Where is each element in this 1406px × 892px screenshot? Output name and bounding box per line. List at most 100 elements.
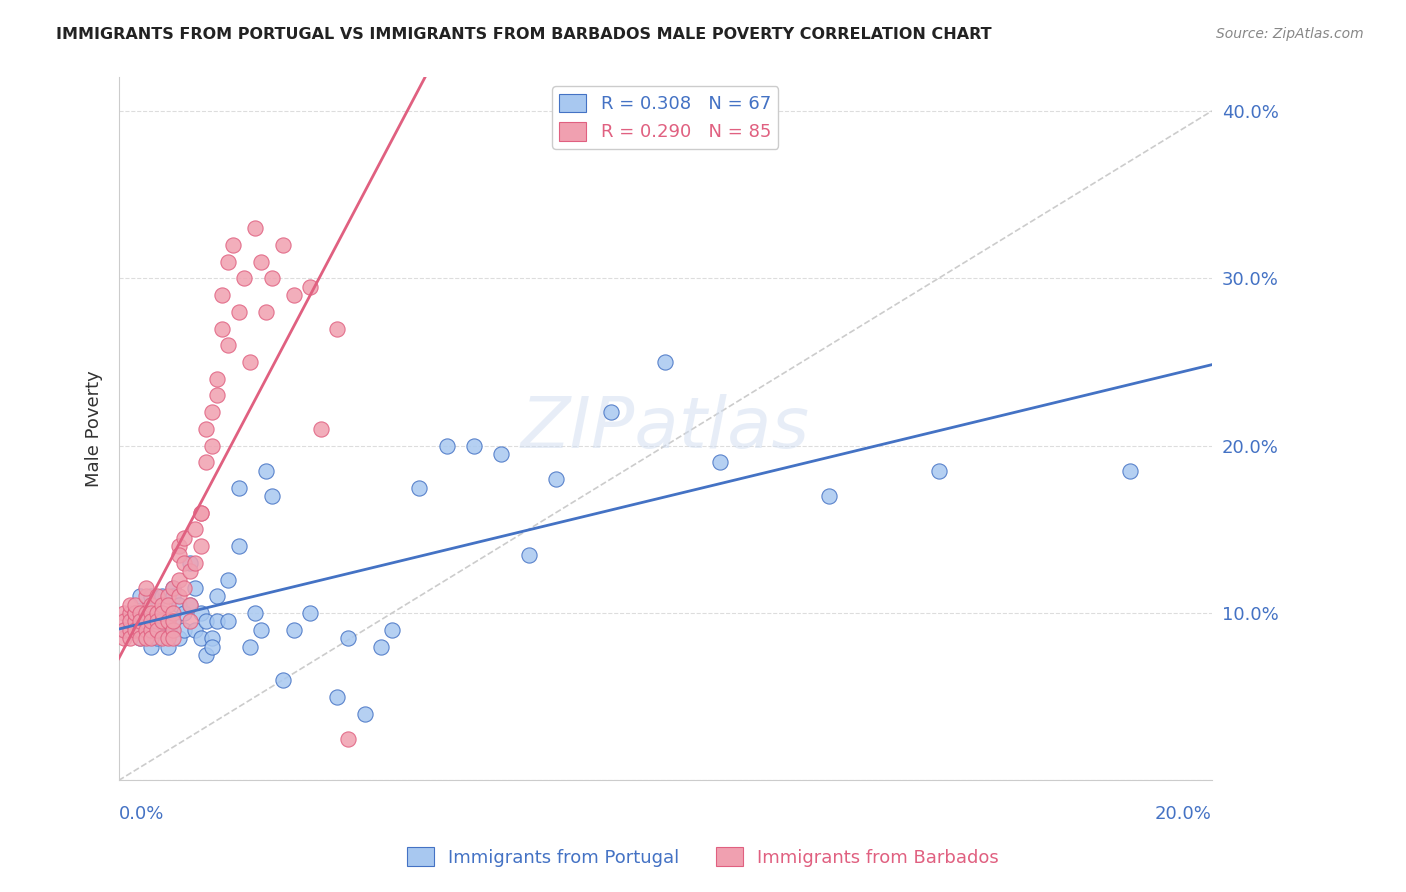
Point (162, 581, 184, 595)
Point (283, 288, 305, 302)
Point (129, 606, 152, 620)
Point (135, 606, 157, 620)
Point (124, 615, 146, 629)
Point (129, 631, 152, 645)
Point (146, 631, 169, 645)
Point (928, 464, 950, 478)
Point (179, 598, 201, 612)
Point (167, 631, 190, 645)
Point (254, 305, 277, 319)
Point (129, 615, 152, 629)
Point (141, 598, 163, 612)
Point (162, 623, 184, 637)
Point (156, 615, 179, 629)
Point (211, 288, 233, 302)
Point (150, 606, 173, 620)
Point (436, 439, 458, 453)
Point (146, 615, 169, 629)
Point (179, 598, 201, 612)
Point (370, 640, 392, 654)
Point (228, 305, 250, 319)
Point (156, 640, 179, 654)
Point (162, 581, 184, 595)
Point (222, 237, 245, 252)
Point (135, 623, 157, 637)
Point (124, 598, 146, 612)
Point (195, 422, 218, 436)
Point (195, 455, 218, 469)
Point (124, 606, 146, 620)
Point (190, 506, 212, 520)
Point (228, 539, 250, 553)
Point (141, 606, 163, 620)
Point (205, 615, 228, 629)
Point (135, 623, 157, 637)
Point (112, 606, 135, 620)
Point (156, 590, 179, 604)
Point (141, 640, 163, 654)
Point (184, 623, 207, 637)
Point (135, 606, 157, 620)
Point (162, 631, 184, 645)
Point (217, 254, 239, 268)
Point (173, 581, 195, 595)
Point (141, 590, 163, 604)
Point (599, 405, 621, 419)
Point (118, 598, 141, 612)
Point (184, 522, 207, 536)
Point (211, 321, 233, 335)
Point (233, 271, 256, 285)
Point (249, 254, 271, 268)
Point (173, 606, 195, 620)
Point (254, 464, 277, 478)
Point (162, 615, 184, 629)
Point (162, 623, 184, 637)
Point (205, 372, 228, 386)
Point (146, 623, 169, 637)
Point (156, 631, 179, 645)
Point (249, 623, 271, 637)
Point (190, 506, 212, 520)
Point (141, 615, 163, 629)
Point (408, 481, 430, 495)
Point (190, 606, 212, 620)
Point (337, 731, 360, 746)
Point (184, 556, 207, 570)
Point (150, 590, 173, 604)
Point (135, 631, 157, 645)
Point (217, 338, 239, 352)
Text: IMMIGRANTS FROM PORTUGAL VS IMMIGRANTS FROM BARBADOS MALE POVERTY CORRELATION CH: IMMIGRANTS FROM PORTUGAL VS IMMIGRANTS F… (56, 27, 991, 42)
Point (118, 623, 141, 637)
Point (118, 615, 141, 629)
Point (260, 271, 283, 285)
Point (544, 472, 567, 486)
Point (167, 598, 190, 612)
Point (298, 606, 321, 620)
Point (135, 590, 157, 604)
Point (146, 623, 169, 637)
Point (118, 606, 141, 620)
Point (463, 439, 485, 453)
Point (1119, 464, 1142, 478)
Point (146, 606, 169, 620)
Point (283, 623, 305, 637)
Point (141, 631, 163, 645)
Point (709, 455, 731, 469)
Point (141, 623, 163, 637)
Point (112, 631, 135, 645)
Point (326, 321, 349, 335)
Point (271, 673, 294, 687)
Point (190, 539, 212, 553)
Point (205, 590, 228, 604)
Point (112, 623, 135, 637)
Point (818, 489, 841, 503)
Point (381, 623, 404, 637)
Point (200, 640, 222, 654)
Text: ZIPatlas: ZIPatlas (520, 394, 810, 464)
Y-axis label: Male Poverty: Male Poverty (86, 370, 103, 487)
Point (118, 631, 141, 645)
Point (150, 631, 173, 645)
Point (146, 615, 169, 629)
Point (228, 481, 250, 495)
Point (118, 615, 141, 629)
